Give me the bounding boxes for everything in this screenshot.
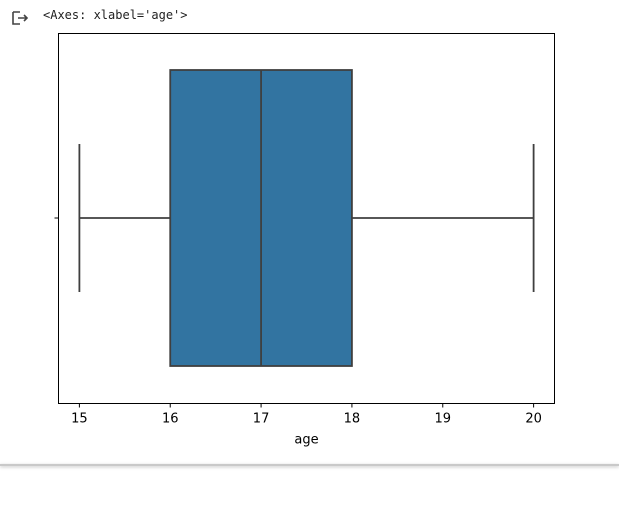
cell-divider	[0, 464, 619, 466]
output-repr-text: <Axes: xlabel='age'>	[43, 8, 188, 22]
output-redirect-icon	[12, 11, 29, 25]
x-tick-label: 17	[253, 412, 270, 427]
x-tick-label: 16	[162, 412, 179, 427]
x-tick-label: 19	[434, 412, 451, 427]
x-axis-ticks: 15 16 17 18 19 20	[71, 403, 542, 427]
x-tick-label: 15	[71, 412, 88, 427]
x-tick-label: 20	[525, 412, 542, 427]
x-tick-label: 18	[344, 412, 361, 427]
boxplot-chart: 15 16 17 18 19 20 age	[54, 33, 555, 448]
x-axis-label: age	[294, 433, 318, 448]
boxplot	[78, 69, 535, 367]
